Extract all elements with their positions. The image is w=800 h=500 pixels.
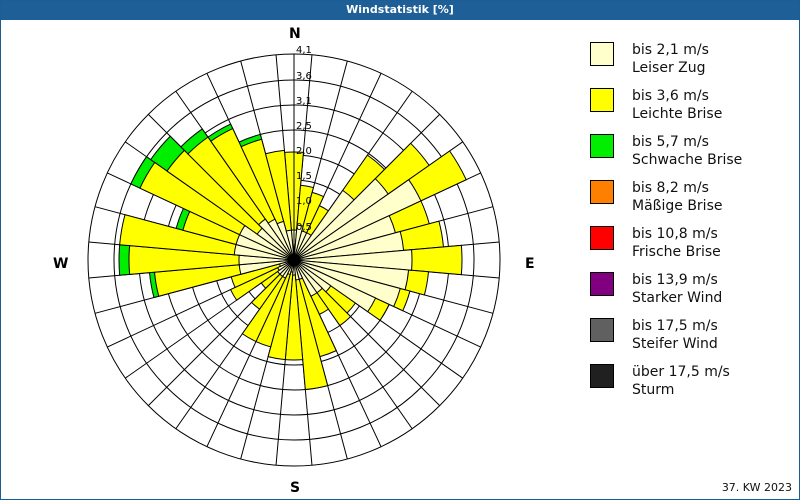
legend-swatch [590, 42, 614, 66]
legend-swatch [590, 134, 614, 158]
direction-south-label: S [290, 480, 301, 496]
legend-swatch [590, 272, 614, 296]
legend-swatch [590, 364, 614, 388]
direction-north-label: N [289, 26, 301, 42]
wind-rose-chart: 0,5 1,0 1,5 2,0 2,5 3,1 3,6 4,1 [87, 45, 501, 467]
legend-swatch [590, 318, 614, 342]
svg-text:2,5: 2,5 [296, 121, 312, 132]
svg-text:3,6: 3,6 [296, 71, 312, 82]
legend-swatch [590, 226, 614, 250]
svg-text:4,1: 4,1 [296, 45, 312, 56]
svg-text:1,0: 1,0 [296, 196, 312, 207]
legend-swatch [590, 88, 614, 112]
legend-label: bis 8,2 m/s Mäßige Brise [632, 180, 723, 214]
direction-west-label: W [53, 256, 69, 272]
legend-label: bis 13,9 m/s Starker Wind [632, 272, 723, 306]
svg-text:0,5: 0,5 [296, 222, 312, 233]
legend-label: bis 2,1 m/s Leiser Zug [632, 42, 709, 76]
period-label: 37. KW 2023 [721, 481, 792, 494]
legend-label: bis 17,5 m/s Steifer Wind [632, 318, 718, 352]
svg-text:1,5: 1,5 [296, 171, 312, 182]
legend-label: bis 5,7 m/s Schwache Brise [632, 134, 743, 168]
svg-text:3,1: 3,1 [296, 96, 312, 107]
legend-label: über 17,5 m/s Sturm [632, 364, 730, 398]
legend-swatch [590, 180, 614, 204]
legend-label: bis 10,8 m/s Frische Brise [632, 226, 721, 260]
chart-title: Windstatistik [%] [0, 0, 800, 20]
direction-east-label: E [525, 256, 535, 272]
svg-text:2,0: 2,0 [296, 146, 312, 157]
legend-label: bis 3,6 m/s Leichte Brise [632, 88, 723, 122]
